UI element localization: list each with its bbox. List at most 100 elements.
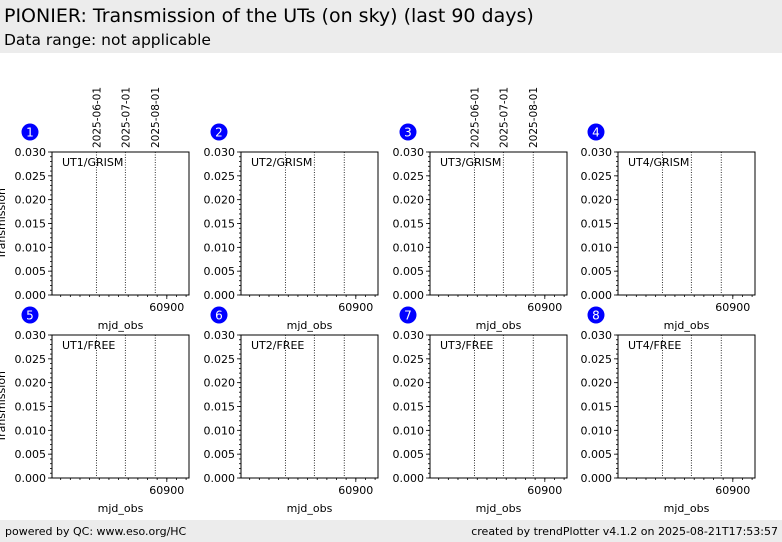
panel-4-x-tick-label: 60900 xyxy=(715,301,750,314)
panel-6-frame xyxy=(240,334,379,479)
panel-8-y-tick-label: 0.005 xyxy=(581,448,613,461)
panel-4-y-tick-label: 0.020 xyxy=(581,194,613,207)
panel-7-series-label: UT3/FREE xyxy=(440,339,493,352)
panel-3-badge xyxy=(399,123,417,141)
panel-4-y-tick-label: 0.000 xyxy=(581,289,613,302)
panel-7-y-tick-label: 0.000 xyxy=(393,472,425,485)
panel-4-x-axis-label: mjd_obs xyxy=(664,319,710,332)
panel-4-y-tick-label: 0.010 xyxy=(581,241,613,254)
panel-1-y-tick-label: 0.010 xyxy=(15,241,47,254)
panel-3-y-tick-label: 0.015 xyxy=(393,218,425,231)
panel-4-badge-number: 4 xyxy=(592,126,600,140)
panel-7-x-tick-label: 60900 xyxy=(527,484,562,497)
panel-7-y-tick-label: 0.010 xyxy=(393,424,425,437)
panel-6-y-tick-label: 0.005 xyxy=(204,448,236,461)
panel-6-series-label: UT2/FREE xyxy=(251,339,304,352)
panel-5-badge-number: 5 xyxy=(26,309,34,323)
panel-4-y-tick-label: 0.005 xyxy=(581,265,613,278)
panel-4-frame xyxy=(617,151,756,296)
panel-2-badge xyxy=(210,123,228,141)
page-subtitle: Data range: not applicable xyxy=(4,31,211,49)
panel-4-series-label: UT4/GRISM xyxy=(628,156,689,169)
panel-2-y-tick-label: 0.000 xyxy=(204,289,236,302)
footer-bar: powered by QC: www.eso.org/HC created by… xyxy=(0,520,782,542)
panel-8-y-tick-label: 0.015 xyxy=(581,401,613,414)
panel-3-frame xyxy=(429,151,568,296)
panel-1-y-tick-label: 0.015 xyxy=(15,218,47,231)
panel-6-badge-number: 6 xyxy=(215,309,223,323)
header-bar: PIONIER: Transmission of the UTs (on sky… xyxy=(0,0,782,53)
panel-1-series-label: UT1/GRISM xyxy=(62,156,123,169)
panel-5-y-tick-label: 0.000 xyxy=(15,472,47,485)
panel-1-badge xyxy=(21,123,39,141)
panel-4-y-tick-label: 0.015 xyxy=(581,218,613,231)
panel-3-x-tick-label: 60900 xyxy=(527,301,562,314)
panel-3-x-axis-label: mjd_obs xyxy=(476,319,522,332)
panel-8-y-tick-label: 0.020 xyxy=(581,377,613,390)
panel-7-y-tick-label: 0.030 xyxy=(393,329,425,342)
panel-5-x-tick-label: 60900 xyxy=(149,484,184,497)
panel-1-date-label-1: 2025-06-01 xyxy=(91,87,103,148)
panel-1-y-tick-label: 0.025 xyxy=(15,170,47,183)
panel-8-badge xyxy=(587,306,605,324)
panel-1-y-tick-label: 0.005 xyxy=(15,265,47,278)
panel-3-y-tick-label: 0.020 xyxy=(393,194,425,207)
panel-1-y-axis-label: Transmission xyxy=(0,188,8,260)
panel-6-badge xyxy=(210,306,228,324)
panel-8-badge-number: 8 xyxy=(592,309,600,323)
panel-5-y-axis-label: Transmission xyxy=(0,371,8,443)
panel-1-y-tick-label: 0.030 xyxy=(15,146,47,159)
panel-8-y-tick-label: 0.030 xyxy=(581,329,613,342)
panel-1-badge-number: 1 xyxy=(26,126,34,140)
panel-1-y-tick-label: 0.020 xyxy=(15,194,47,207)
panel-2-y-tick-label: 0.025 xyxy=(204,170,236,183)
panel-5-badge xyxy=(21,306,39,324)
panel-1-x-axis-label: mjd_obs xyxy=(98,319,144,332)
panel-2-y-tick-label: 0.030 xyxy=(204,146,236,159)
panel-6-y-tick-label: 0.000 xyxy=(204,472,236,485)
panel-8-y-tick-label: 0.010 xyxy=(581,424,613,437)
panel-4-badge xyxy=(587,123,605,141)
panel-2-x-axis-label: mjd_obs xyxy=(287,319,333,332)
panel-6-x-axis-label: mjd_obs xyxy=(287,502,333,515)
panel-5-y-tick-label: 0.010 xyxy=(15,424,47,437)
panel-6-y-tick-label: 0.020 xyxy=(204,377,236,390)
panel-5-x-axis-label: mjd_obs xyxy=(98,502,144,515)
panel-2-y-tick-label: 0.010 xyxy=(204,241,236,254)
panel-1-date-label-2: 2025-07-01 xyxy=(120,87,132,148)
panel-6-y-tick-label: 0.025 xyxy=(204,353,236,366)
panel-5-y-tick-label: 0.005 xyxy=(15,448,47,461)
panel-3-y-tick-label: 0.005 xyxy=(393,265,425,278)
panel-2-frame xyxy=(240,151,379,296)
panel-7-x-axis-label: mjd_obs xyxy=(476,502,522,515)
panel-5-series-label: UT1/FREE xyxy=(62,339,115,352)
panel-7-y-tick-label: 0.025 xyxy=(393,353,425,366)
panel-3-date-label-3: 2025-08-01 xyxy=(528,87,540,148)
panel-6-x-tick-label: 60900 xyxy=(338,484,373,497)
panel-5-y-tick-label: 0.025 xyxy=(15,353,47,366)
panel-8-x-axis-label: mjd_obs xyxy=(664,502,710,515)
panel-3-series-label: UT3/GRISM xyxy=(440,156,501,169)
page-title: PIONIER: Transmission of the UTs (on sky… xyxy=(4,5,534,27)
panel-1-frame xyxy=(51,151,190,296)
panel-7-y-tick-label: 0.005 xyxy=(393,448,425,461)
panel-7-badge xyxy=(399,306,417,324)
panel-6-y-tick-label: 0.030 xyxy=(204,329,236,342)
panel-3-badge-number: 3 xyxy=(404,126,412,140)
panel-3-date-label-1: 2025-06-01 xyxy=(469,87,481,148)
panel-3-y-tick-label: 0.025 xyxy=(393,170,425,183)
panel-3-y-tick-label: 0.030 xyxy=(393,146,425,159)
panel-7-frame xyxy=(429,334,568,479)
panel-1-date-label-3: 2025-08-01 xyxy=(150,87,162,148)
panel-8-y-tick-label: 0.025 xyxy=(581,353,613,366)
panel-6-y-tick-label: 0.010 xyxy=(204,424,236,437)
panel-3-y-tick-label: 0.010 xyxy=(393,241,425,254)
panel-8-x-tick-label: 60900 xyxy=(715,484,750,497)
panel-2-y-tick-label: 0.020 xyxy=(204,194,236,207)
panel-2-badge-number: 2 xyxy=(215,126,223,140)
panel-2-y-tick-label: 0.005 xyxy=(204,265,236,278)
footer-credit: powered by QC: www.eso.org/HC xyxy=(5,525,187,538)
panel-7-y-tick-label: 0.015 xyxy=(393,401,425,414)
panel-5-y-tick-label: 0.020 xyxy=(15,377,47,390)
